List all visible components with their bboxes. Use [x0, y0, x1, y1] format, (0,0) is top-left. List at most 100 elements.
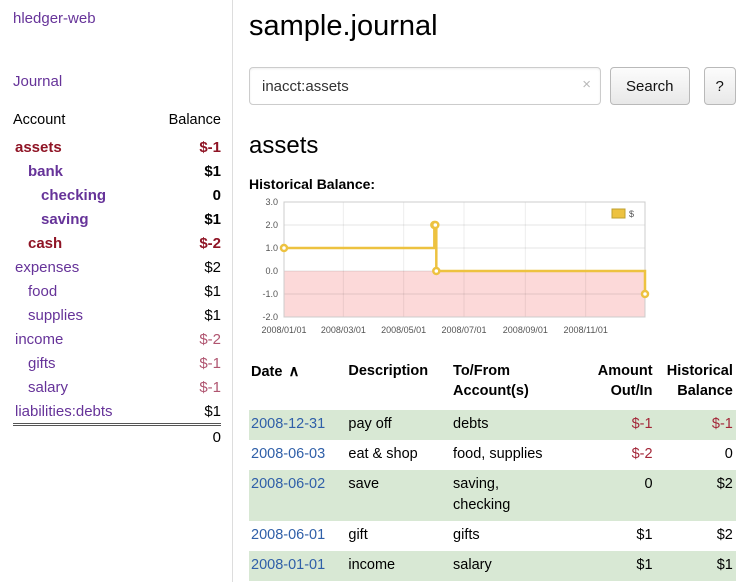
- account-link[interactable]: liabilities:debts: [15, 402, 113, 420]
- accounts-cell: saving, checking: [453, 476, 511, 514]
- svg-text:-1.0: -1.0: [262, 289, 278, 299]
- account-balance: $-1: [199, 378, 221, 396]
- account-balance: $1: [204, 402, 221, 420]
- account-name-cell: saving: [13, 207, 149, 231]
- description-column-header: Description: [348, 363, 429, 379]
- svg-text:2008/11/01: 2008/11/01: [563, 325, 607, 335]
- account-name-cell: salary: [13, 375, 149, 399]
- accounts-column-header: To/From Account(s): [453, 363, 529, 400]
- svg-text:2008/01/01: 2008/01/01: [261, 325, 306, 335]
- account-row: supplies $1: [13, 303, 221, 327]
- register-table: Date ∧ Description To/From Account(s) Amo…: [249, 359, 736, 581]
- sidebar: hledger-web Journal Account Balance asse…: [0, 0, 233, 582]
- balance-cell: $1: [716, 557, 733, 574]
- accounts-cell: salary: [453, 557, 492, 574]
- balance-column-header: Balance: [168, 112, 221, 128]
- account-link[interactable]: food: [28, 282, 58, 300]
- account-link[interactable]: assets: [15, 138, 62, 156]
- amount-cell: $-2: [631, 446, 653, 463]
- account-column-header: Account: [13, 112, 66, 128]
- search-button[interactable]: Search: [610, 67, 690, 105]
- description-cell: pay off: [348, 416, 392, 433]
- account-name-cell: food: [13, 279, 149, 303]
- sidebar-item-journal[interactable]: Journal: [13, 73, 63, 90]
- register-row: 2008-12-31 pay off debts $-1 $-1: [249, 409, 736, 440]
- data-point: [279, 243, 289, 253]
- clear-search-icon[interactable]: ×: [582, 76, 591, 93]
- account-name-cell: income: [13, 327, 149, 351]
- account-row: expenses $2: [13, 255, 221, 279]
- date-cell: 2008-01-01: [249, 551, 346, 581]
- accounts-body: assets $-1 bank $1 checking 0 saving $1 cash $-2 e…: [13, 135, 221, 425]
- chart-title: Historical Balance:: [249, 176, 376, 192]
- account-balance: $-2: [199, 234, 221, 252]
- negative-region: [284, 271, 645, 317]
- description-cell: income: [348, 557, 396, 574]
- svg-text:1.0: 1.0: [265, 243, 278, 253]
- date-link[interactable]: 2008-06-02: [251, 476, 326, 493]
- account-row: liabilities:debts $1: [13, 399, 221, 425]
- amount-column-header: Amount Out/In: [597, 363, 653, 400]
- account-name-cell: cash: [13, 231, 149, 255]
- date-cell: 2008-06-01: [249, 521, 346, 551]
- account-link[interactable]: cash: [28, 234, 63, 252]
- account-link[interactable]: gifts: [28, 354, 56, 372]
- balance-column-header: Historical Balance: [666, 363, 733, 400]
- svg-text:3.0: 3.0: [265, 197, 278, 207]
- page-title: sample.journal: [249, 10, 438, 42]
- app-title-link[interactable]: hledger-web: [13, 10, 96, 27]
- account-balance: $-1: [199, 138, 221, 156]
- register-row: 2008-06-03 eat & shop food, supplies $-2 0: [249, 440, 736, 470]
- accounts-total-row: 0: [13, 423, 221, 449]
- help-button[interactable]: ?: [703, 67, 736, 105]
- description-cell: save: [348, 476, 380, 493]
- date-link[interactable]: 2008-06-03: [251, 446, 326, 463]
- account-link[interactable]: expenses: [15, 258, 80, 276]
- account-row: income $-2: [13, 327, 221, 351]
- chart-legend: $: [609, 205, 642, 222]
- svg-text:-2.0: -2.0: [262, 312, 278, 322]
- register-row: 2008-06-01 gift gifts $1 $2: [249, 521, 736, 551]
- account-row: saving $1: [13, 207, 221, 231]
- svg-text:2008/03/01: 2008/03/01: [321, 325, 366, 335]
- account-balance: $1: [204, 306, 221, 324]
- register-header-row: Date ∧ Description To/From Account(s) Amo…: [249, 359, 736, 410]
- account-link[interactable]: checking: [41, 186, 107, 204]
- account-link[interactable]: bank: [28, 162, 64, 180]
- account-link[interactable]: saving: [41, 210, 89, 228]
- search-input-wrap: ×: [249, 67, 601, 105]
- date-link[interactable]: 2008-12-31: [251, 416, 326, 433]
- svg-text:0.0: 0.0: [265, 266, 278, 276]
- amount-cell: $-1: [631, 416, 653, 433]
- account-name-cell: gifts: [13, 351, 149, 375]
- amount-cell: $1: [636, 527, 653, 544]
- account-link[interactable]: income: [15, 330, 64, 348]
- account-row: salary $-1: [13, 375, 221, 399]
- date-cell: 2008-06-02: [249, 470, 346, 521]
- date-link[interactable]: 2008-01-01: [251, 557, 326, 574]
- data-point: [431, 220, 440, 230]
- svg-text:2008/07/01: 2008/07/01: [441, 325, 486, 335]
- account-balance: $1: [204, 162, 221, 180]
- accounts-cell: debts: [453, 416, 489, 433]
- description-cell: gift: [348, 527, 368, 544]
- date-link[interactable]: 2008-06-01: [251, 527, 326, 544]
- svg-text:2008/09/01: 2008/09/01: [503, 325, 548, 335]
- amount-cell: $1: [636, 557, 653, 574]
- search-input[interactable]: [249, 67, 601, 105]
- date-column-header[interactable]: Date ∧: [251, 363, 300, 380]
- account-balance: 0: [212, 186, 221, 204]
- account-name-cell: supplies: [13, 303, 149, 327]
- account-link[interactable]: salary: [28, 378, 69, 396]
- account-name-cell: assets: [13, 135, 149, 159]
- accounts-table: Account Balance assets $-1 bank $1 checking 0…: [13, 110, 221, 449]
- amount-cell: 0: [644, 476, 653, 493]
- search-form: × Search ?: [249, 67, 736, 105]
- account-row: food $1: [13, 279, 221, 303]
- description-cell: eat & shop: [348, 446, 418, 463]
- svg-text:2.0: 2.0: [265, 220, 278, 230]
- accounts-header-row: Account Balance: [13, 110, 221, 135]
- account-balance: $1: [204, 210, 221, 228]
- account-link[interactable]: supplies: [28, 306, 84, 324]
